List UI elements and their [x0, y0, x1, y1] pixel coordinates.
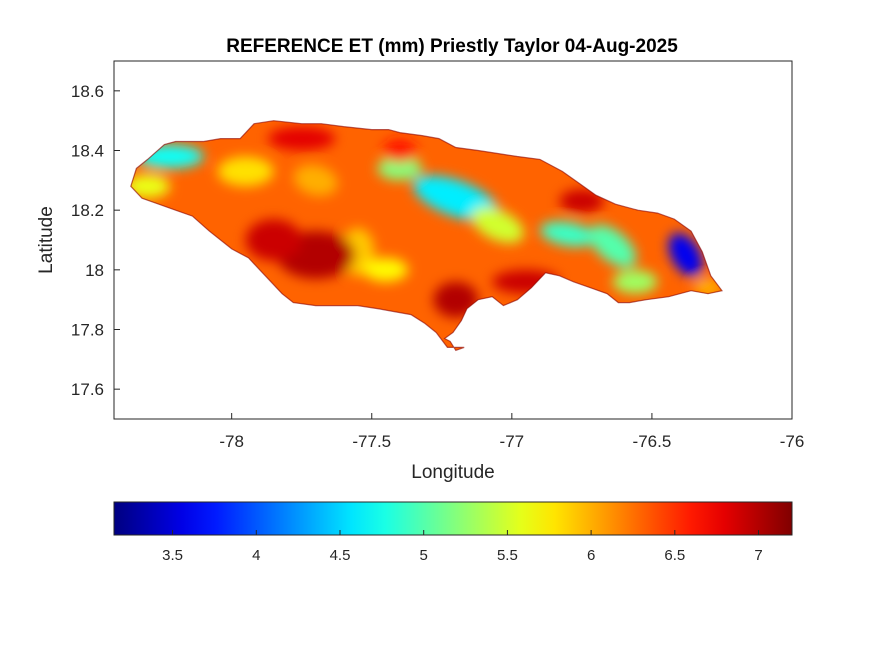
y-tick-label: 18.4 [71, 142, 104, 161]
et-anomaly-18 [559, 189, 605, 214]
colorbar-gradient [113, 501, 793, 536]
x-tick-label: -77.5 [352, 432, 391, 451]
y-tick-label: 17.6 [71, 380, 104, 399]
y-tick-label: 17.8 [71, 321, 104, 340]
chart-title: REFERENCE ET (mm) Priestly Taylor 04-Aug… [226, 36, 678, 57]
x-axis-ticks: -78 -77.5 -77 -76.5 -76 [219, 413, 804, 451]
et-anomaly-19 [363, 257, 409, 282]
x-tick-label: -78 [219, 432, 244, 451]
colorbar-tick-label: 4 [252, 547, 260, 564]
colorbar-tick-label: 5.5 [497, 547, 518, 564]
colorbar-tick-label: 7 [754, 547, 762, 564]
colorbar-tick-label: 6.5 [664, 547, 685, 564]
et-anomaly-16 [268, 126, 336, 151]
y-tick-label: 18 [85, 261, 104, 280]
et-anomaly-9 [293, 164, 338, 196]
et-anomaly-1 [377, 156, 423, 181]
y-tick-label: 18.6 [71, 82, 104, 101]
x-tick-label: -77 [500, 432, 525, 451]
et-anomaly-3 [589, 224, 637, 268]
x-tick-label: -76 [780, 432, 805, 451]
y-tick-label: 18.2 [71, 201, 104, 220]
et-anomaly-11 [471, 207, 524, 244]
colorbar-tick-label: 6 [587, 547, 595, 564]
et-anomaly-17 [382, 138, 417, 163]
y-axis-ticks: 17.6 17.8 18 18.2 18.4 18.6 [71, 82, 120, 399]
et-anomaly-4 [612, 269, 658, 294]
colorbar-tick-label: 3.5 [162, 547, 183, 564]
colorbar-tick-label: 4.5 [330, 547, 351, 564]
colorbar-tick-label: 5 [420, 547, 428, 564]
et-anomaly-8 [217, 156, 274, 187]
colorbar: 3.5 4 4.5 5 5.5 6 6.5 7 [113, 501, 793, 564]
et-anomaly-13 [245, 219, 302, 261]
colorbar-ticks: 3.5 4 4.5 5 5.5 6 6.5 7 [162, 530, 763, 564]
y-axis-label: Latitude [36, 206, 57, 274]
x-axis-label: Longitude [411, 462, 494, 483]
et-anomaly-5 [668, 233, 703, 277]
jamaica-outline [130, 120, 724, 352]
et-anomaly-2 [540, 221, 596, 247]
x-tick-label: -76.5 [633, 432, 672, 451]
